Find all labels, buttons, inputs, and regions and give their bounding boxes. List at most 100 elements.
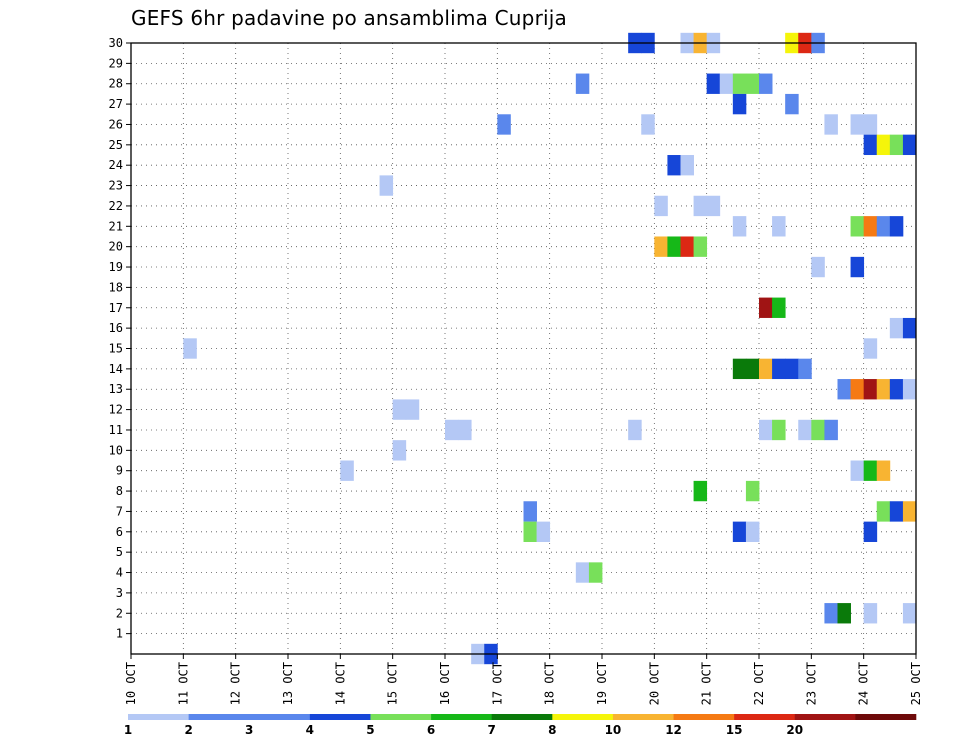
legend-swatch bbox=[673, 714, 735, 720]
legend-label: 12 bbox=[665, 723, 682, 737]
precip-cell bbox=[811, 419, 825, 441]
legend-label: 20 bbox=[786, 723, 803, 737]
x-tick-label: 18 OCT bbox=[543, 662, 557, 705]
cells-layer bbox=[183, 32, 917, 665]
y-tick-label: 17 bbox=[109, 301, 123, 315]
precip-cell bbox=[863, 216, 878, 237]
precip-cell bbox=[902, 317, 917, 339]
y-tick-label: 16 bbox=[109, 321, 123, 335]
x-tick-label: 11 OCT bbox=[176, 662, 190, 705]
precip-cell bbox=[902, 603, 917, 624]
precip-cell bbox=[654, 236, 668, 257]
y-tick-label: 24 bbox=[109, 158, 123, 172]
x-tick-label: 21 OCT bbox=[700, 662, 714, 705]
x-tick-label: 22 OCT bbox=[752, 662, 766, 705]
legend-label: 2 bbox=[184, 723, 192, 737]
precip-cell bbox=[850, 256, 865, 278]
y-tick-label: 23 bbox=[109, 179, 123, 193]
precip-cell bbox=[732, 93, 747, 115]
precip-cell bbox=[641, 114, 655, 135]
precip-cell bbox=[654, 195, 668, 217]
precip-cell bbox=[850, 379, 865, 400]
grid-layer bbox=[130, 42, 917, 654]
precip-cell bbox=[667, 155, 681, 176]
legend-swatch bbox=[431, 714, 492, 720]
precip-cell bbox=[902, 134, 917, 156]
x-axis: 10 OCT 11 OCT 12 OCT 13 OCT 14 OCT 15 OCT 16 O… bbox=[124, 654, 923, 705]
precip-cell bbox=[588, 562, 603, 583]
legend-label: 5 bbox=[366, 723, 374, 737]
precip-cell bbox=[876, 216, 891, 237]
precip-cell bbox=[863, 603, 878, 624]
precip-cell bbox=[445, 419, 459, 441]
y-tick-label: 6 bbox=[116, 525, 123, 539]
precip-cell bbox=[706, 73, 721, 94]
x-tick-label: 24 OCT bbox=[857, 662, 871, 705]
y-tick-label: 1 bbox=[116, 627, 123, 641]
y-tick-label: 9 bbox=[116, 464, 123, 478]
x-tick-label: 10 OCT bbox=[124, 662, 138, 705]
x-tick-label: 25 OCT bbox=[909, 662, 923, 705]
legend-label: 3 bbox=[245, 723, 253, 737]
precip-cell bbox=[863, 114, 878, 135]
x-tick-label: 15 OCT bbox=[386, 662, 400, 705]
precip-cell bbox=[798, 419, 812, 441]
precip-cell bbox=[745, 358, 760, 380]
y-tick-label: 15 bbox=[109, 342, 123, 356]
y-tick-label: 4 bbox=[116, 566, 123, 580]
y-tick-label: 7 bbox=[116, 504, 123, 518]
y-tick-label: 22 bbox=[109, 199, 123, 213]
x-tick-label: 17 OCT bbox=[490, 662, 504, 705]
precip-cell bbox=[628, 419, 642, 441]
precip-cell bbox=[850, 114, 865, 135]
precip-cell bbox=[392, 399, 407, 420]
legend-label: 6 bbox=[427, 723, 435, 737]
precip-cell bbox=[772, 419, 786, 441]
y-tick-label: 13 bbox=[109, 382, 123, 396]
precip-cell bbox=[693, 480, 708, 502]
y-tick-label: 26 bbox=[109, 117, 123, 131]
legend-swatch bbox=[855, 714, 917, 720]
precip-cell bbox=[693, 195, 708, 217]
legend-label: 15 bbox=[726, 723, 743, 737]
y-tick-label: 27 bbox=[109, 97, 123, 111]
legend-swatch bbox=[188, 714, 250, 720]
precip-cell bbox=[785, 93, 799, 115]
precip-cell bbox=[745, 73, 760, 94]
y-tick-label: 12 bbox=[109, 403, 123, 417]
precip-cell bbox=[876, 379, 891, 400]
precip-cell bbox=[863, 338, 878, 359]
precip-cell bbox=[497, 114, 511, 135]
legend-swatch bbox=[491, 714, 553, 720]
legend-swatch bbox=[794, 714, 856, 720]
precip-cell bbox=[863, 379, 878, 400]
precip-cell bbox=[850, 216, 865, 237]
legend-swatch bbox=[309, 714, 371, 720]
plot-frame bbox=[130, 42, 917, 655]
y-tick-label: 28 bbox=[109, 77, 123, 91]
precip-cell bbox=[523, 501, 537, 522]
precip-cell bbox=[811, 256, 825, 278]
y-tick-label: 5 bbox=[116, 545, 123, 559]
precip-cell bbox=[719, 73, 734, 94]
precip-cell bbox=[876, 134, 891, 156]
precip-cell bbox=[889, 379, 904, 400]
y-tick-label: 19 bbox=[109, 260, 123, 274]
legend-label: 4 bbox=[306, 723, 314, 737]
precip-cell bbox=[732, 521, 747, 542]
precip-cell bbox=[340, 460, 354, 481]
precip-cell bbox=[824, 419, 838, 441]
precip-cell bbox=[785, 358, 799, 380]
precip-cell bbox=[732, 358, 747, 380]
precip-cell bbox=[680, 155, 694, 176]
precip-cell bbox=[405, 399, 420, 420]
precip-cell bbox=[889, 216, 904, 237]
precip-cell bbox=[732, 216, 747, 237]
precip-cell bbox=[536, 521, 551, 542]
precip-cell bbox=[759, 297, 773, 318]
legend-swatch bbox=[612, 714, 674, 720]
precip-cell bbox=[772, 358, 786, 380]
color-legend: 1 2 3 4 5 6 7 8 10 12 15 20 bbox=[124, 714, 917, 737]
x-tick-label: 13 OCT bbox=[281, 662, 295, 705]
